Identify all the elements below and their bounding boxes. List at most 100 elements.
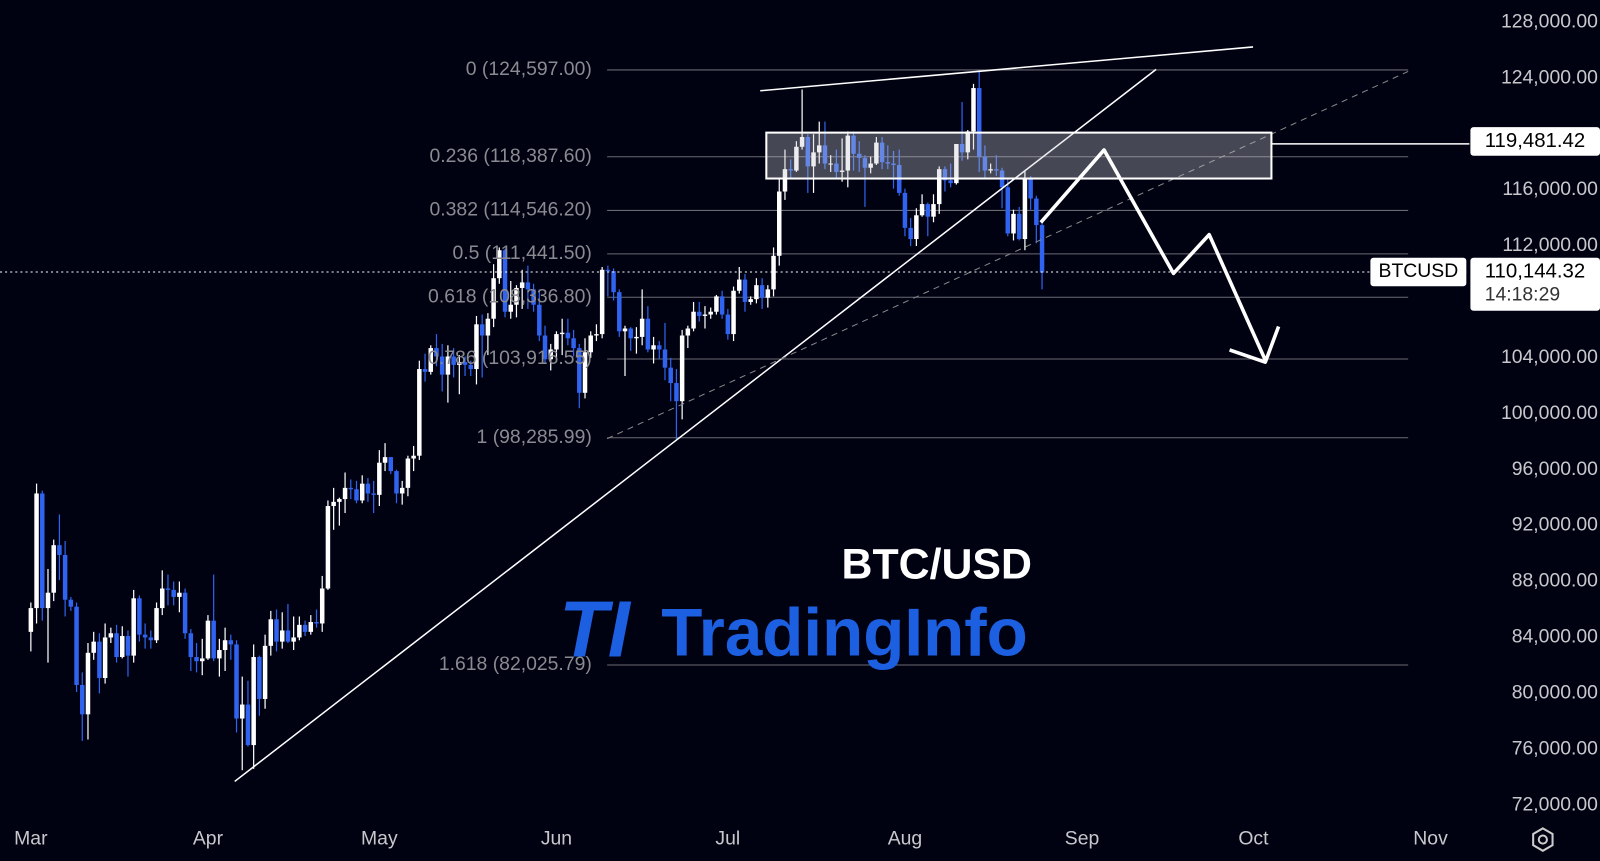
- candle-body: [28, 608, 34, 632]
- candle-body: [537, 304, 542, 336]
- candle-body: [359, 483, 365, 501]
- candle-body: [554, 334, 559, 350]
- candle-body: [965, 131, 971, 153]
- candle-body: [137, 598, 142, 635]
- candle-body: [856, 153, 862, 158]
- candle-body: [342, 487, 348, 500]
- candle-body: [565, 332, 571, 339]
- candle-body: [377, 462, 382, 495]
- candle-body: [388, 457, 394, 472]
- candle-body: [702, 314, 708, 316]
- x-tick-label: Jul: [715, 828, 740, 850]
- candle-body: [257, 657, 262, 699]
- y-tick-label: 124,000.00: [1501, 66, 1598, 88]
- candle-body: [754, 285, 759, 300]
- candle-body: [371, 493, 376, 495]
- candle-body: [954, 143, 959, 184]
- candle-body: [874, 142, 879, 164]
- candle-body: [165, 588, 171, 590]
- candle-body: [142, 634, 148, 638]
- y-tick-label: 76,000.00: [1512, 737, 1598, 759]
- y-tick-label: 104,000.00: [1501, 346, 1598, 368]
- candle-body: [988, 169, 993, 171]
- candle-body: [222, 640, 228, 651]
- candle-body: [314, 622, 319, 624]
- chart-title: BTC/USD: [842, 541, 1032, 589]
- candle-body: [571, 338, 576, 349]
- y-tick-label: 96,000.00: [1512, 458, 1598, 480]
- candle-body: [879, 142, 885, 163]
- dashed-trendline: [606, 70, 1409, 440]
- candle-body: [182, 592, 188, 634]
- candle-body: [217, 650, 222, 659]
- candle-body: [285, 630, 291, 642]
- candle-body: [719, 296, 725, 315]
- candle-body: [811, 152, 816, 167]
- candle-body: [679, 335, 685, 402]
- candle-body: [62, 554, 68, 600]
- candle-body: [685, 328, 691, 336]
- candle-body: [519, 282, 525, 288]
- candle-body: [777, 191, 782, 256]
- candle-body: [868, 163, 873, 168]
- candle-body: [468, 364, 473, 370]
- candle-body: [262, 645, 268, 699]
- y-tick-label: 84,000.00: [1512, 626, 1598, 648]
- settings-icon[interactable]: [1532, 827, 1554, 852]
- candle-body: [817, 145, 822, 153]
- candle-body: [120, 636, 125, 658]
- watermark: TradingInfo: [661, 595, 1028, 670]
- candle-body: [234, 644, 239, 719]
- level-tag: [1470, 127, 1600, 156]
- candle-body: [251, 657, 256, 746]
- symbol-tag: [1370, 257, 1467, 287]
- candle-body: [931, 204, 936, 217]
- candle-body: [559, 332, 565, 335]
- candle-body: [902, 192, 908, 228]
- candle-body: [839, 170, 845, 172]
- candle-body: [594, 334, 599, 336]
- fib-label: 0.786 (103,916.55): [428, 347, 592, 369]
- candle-body: [971, 88, 976, 132]
- candle-body: [114, 633, 119, 658]
- candle-body: [582, 352, 588, 393]
- trendline: [234, 68, 1157, 783]
- candle-body: [239, 704, 245, 719]
- y-tick-label: 128,000.00: [1501, 10, 1598, 32]
- candle-body: [845, 135, 851, 171]
- candle-body: [994, 169, 999, 171]
- x-tick-label: Apr: [193, 828, 224, 850]
- candle-body: [617, 292, 622, 332]
- candle-body: [914, 215, 919, 240]
- candle-body: [599, 269, 605, 335]
- x-tick-label: Jun: [541, 828, 572, 850]
- y-tick-label: 100,000.00: [1501, 402, 1598, 424]
- candle-body: [891, 163, 896, 165]
- x-tick-label: Nov: [1413, 828, 1448, 850]
- y-tick-label: 72,000.00: [1512, 793, 1598, 815]
- fib-label: 0.618 (108,336.80): [428, 285, 592, 307]
- candle-body: [57, 545, 62, 555]
- candle-body: [1028, 177, 1033, 199]
- candle-body: [834, 163, 839, 172]
- candle-body: [491, 278, 496, 319]
- candle-body: [40, 493, 45, 609]
- price-label: 110,144.32: [1485, 260, 1586, 282]
- candle-body: [417, 369, 422, 456]
- symbol-label: BTCUSD: [1379, 260, 1459, 282]
- candle-body: [542, 335, 548, 360]
- candle-body: [1005, 187, 1011, 234]
- candle-body: [502, 250, 508, 312]
- candle-body: [674, 383, 679, 402]
- candle-body: [354, 489, 359, 501]
- candle-body: [188, 633, 194, 658]
- candle-body: [205, 620, 211, 659]
- candle-body: [411, 455, 416, 459]
- candle-body: [714, 296, 719, 312]
- candle-body: [725, 314, 731, 335]
- candle-body: [422, 369, 428, 372]
- candle-body: [1034, 198, 1039, 226]
- projection-arrow: [1039, 148, 1267, 361]
- candle-body: [588, 335, 593, 353]
- candle-body: [1039, 225, 1045, 273]
